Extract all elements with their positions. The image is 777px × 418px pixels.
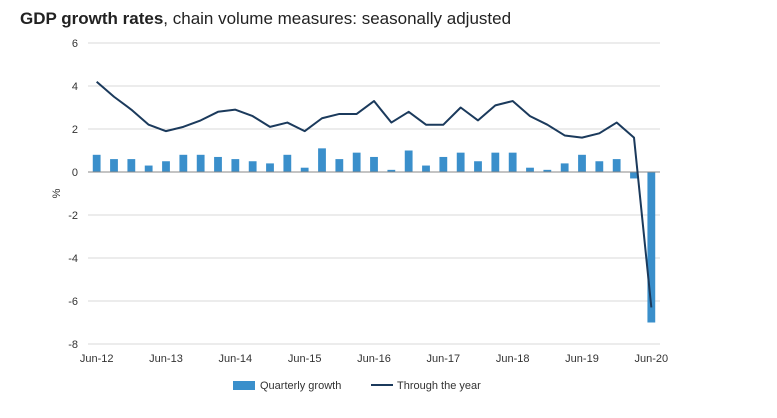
legend-label-quarterly-growth: Quarterly growth: [260, 380, 341, 392]
quarterly-growth-bar: [560, 163, 569, 172]
legend-label-through-the-year: Through the year: [397, 380, 481, 392]
quarterly-growth-bar: [439, 156, 448, 172]
y-tick-label: -2: [68, 210, 78, 222]
x-tick-label: Jun-13: [149, 353, 183, 365]
x-tick-label: Jun-17: [427, 353, 461, 365]
x-tick-label: Jun-16: [357, 353, 391, 365]
y-tick-label: -8: [68, 339, 78, 351]
quarterly-growth-bar: [508, 152, 517, 172]
quarterly-growth-bar: [491, 152, 500, 172]
quarterly-growth-bar: [231, 159, 240, 172]
quarterly-growth-bar: [110, 159, 118, 172]
axis-layer: 6 4 2 0 -2 -4 -6 -8% Jun-12 Jun-13 Jun-14 Jun-15 Jun…: [51, 38, 668, 365]
quarterly-growth-bar: [196, 154, 205, 172]
quarterly-growth-bar: [595, 161, 604, 172]
quarterly-growth-bar: [248, 161, 257, 172]
quarterly-growth-bar: [370, 156, 378, 172]
quarterly-growth-bar: [335, 159, 344, 172]
quarterly-growth-bar: [266, 163, 274, 172]
y-tick-label: -4: [68, 253, 78, 265]
y-tick-label: -6: [68, 296, 78, 308]
quarterly-growth-bar: [214, 156, 222, 172]
through-the-year-line: [96, 80, 653, 308]
quarterly-growth-bar: [474, 161, 482, 172]
quarterly-growth-bar: [300, 167, 309, 172]
grid-layer: [88, 42, 660, 345]
quarterly-growth-bar: [422, 165, 430, 172]
quarterly-growth-bar: [352, 152, 361, 172]
legend: Quarterly growth Through the year: [233, 380, 481, 392]
y-axis-label: %: [51, 188, 63, 198]
chart-title-separator: ,: [163, 9, 173, 28]
y-tick-label: 0: [72, 167, 78, 179]
quarterly-growth-bar: [543, 169, 552, 172]
quarterly-growth-bar: [647, 172, 656, 323]
quarterly-growth-bar: [630, 172, 638, 179]
chart-title: GDP growth rates, chain volume measures:…: [20, 8, 511, 30]
quarterly-growth-bar: [456, 152, 465, 172]
quarterly-growth-bar: [318, 148, 326, 172]
quarterly-growth-bar: [127, 159, 136, 172]
chart-subtitle: chain volume measures: seasonally adjust…: [172, 9, 512, 28]
y-tick-label: 4: [72, 81, 78, 93]
x-tick-label: Jun-20: [635, 353, 669, 365]
quarterly-growth-bar: [162, 161, 170, 172]
x-tick-label: Jun-12: [80, 353, 114, 365]
x-tick-label: Jun-15: [288, 353, 322, 365]
legend-swatch-quarterly-growth: [233, 381, 255, 390]
x-tick-label: Jun-18: [496, 353, 530, 365]
chart-title-main: GDP growth rates: [20, 9, 164, 28]
quarterly-growth-bar: [283, 154, 292, 172]
quarterly-growth-bar: [387, 169, 396, 172]
bars-layer: [92, 148, 656, 323]
x-tick-label: Jun-19: [565, 353, 599, 365]
line-layer: [96, 80, 653, 308]
quarterly-growth-bar: [92, 154, 101, 172]
x-tick-label: Jun-14: [219, 353, 253, 365]
quarterly-growth-bar: [526, 167, 534, 172]
quarterly-growth-bar: [179, 154, 188, 172]
y-tick-label: 6: [72, 38, 78, 50]
quarterly-growth-bar: [612, 159, 621, 172]
y-tick-label: 2: [72, 124, 78, 136]
quarterly-growth-bar: [144, 165, 153, 172]
quarterly-growth-bar: [578, 154, 586, 172]
quarterly-growth-bar: [404, 150, 413, 172]
